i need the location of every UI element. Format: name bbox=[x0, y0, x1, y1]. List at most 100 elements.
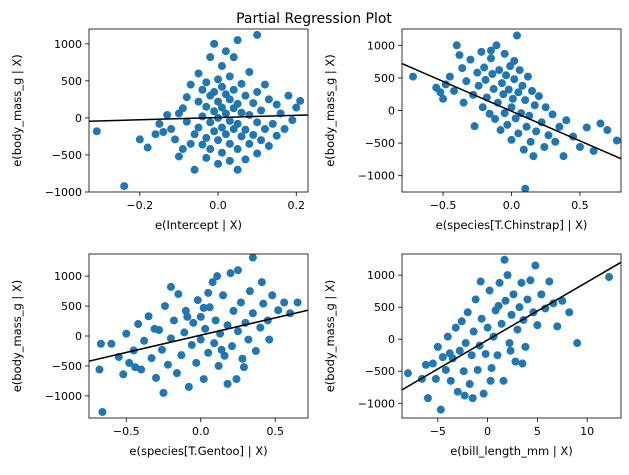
scatter-point bbox=[522, 122, 531, 131]
scatter-point bbox=[256, 323, 265, 332]
scatter-point bbox=[515, 303, 524, 312]
scatter-point bbox=[150, 324, 159, 333]
scatter-point bbox=[605, 273, 614, 282]
scatter-points bbox=[95, 254, 302, 417]
scatter-point bbox=[499, 376, 508, 385]
scatter-point bbox=[194, 97, 203, 106]
scatter-point bbox=[245, 287, 254, 296]
scatter-point bbox=[548, 110, 557, 119]
scatter-point bbox=[510, 75, 519, 84]
y-tick-label: 500 bbox=[374, 72, 395, 85]
scatter-point bbox=[518, 81, 527, 90]
regression-line bbox=[402, 261, 621, 391]
scatter-point bbox=[163, 360, 172, 369]
scatter-point bbox=[225, 156, 234, 165]
regression-line bbox=[402, 62, 621, 160]
scatter-point bbox=[244, 335, 253, 344]
scatter-point bbox=[288, 116, 297, 125]
y-axis-label: e(body_mass_g | X) bbox=[10, 54, 24, 167]
scatter-point bbox=[172, 369, 181, 378]
scatter-point bbox=[241, 91, 250, 100]
scatter-point bbox=[190, 165, 199, 174]
scatter-point bbox=[500, 109, 509, 118]
scatter-point bbox=[436, 405, 445, 414]
scatter-point bbox=[147, 354, 156, 363]
scatter-point bbox=[460, 391, 469, 400]
y-tick-label: 0 bbox=[75, 112, 82, 125]
scatter-point bbox=[194, 69, 203, 78]
scatter-point bbox=[493, 351, 502, 360]
scatter-point bbox=[531, 261, 540, 270]
y-tick-label: 0 bbox=[75, 330, 82, 343]
scatter-point bbox=[439, 94, 448, 103]
scatter-point bbox=[408, 72, 417, 81]
scatter-point bbox=[158, 345, 166, 354]
scatter-point bbox=[140, 336, 149, 345]
scatter-point bbox=[521, 342, 530, 351]
scatter-point bbox=[144, 312, 153, 321]
scatter-point bbox=[293, 298, 302, 307]
scatter-point bbox=[223, 321, 232, 330]
scatter-point bbox=[122, 329, 131, 338]
scatter-point bbox=[474, 81, 483, 90]
scatter-point bbox=[553, 322, 562, 331]
y-tick-label: 500 bbox=[61, 75, 82, 88]
scatter-point bbox=[476, 277, 485, 286]
scatter-point bbox=[497, 319, 506, 328]
scatter-point bbox=[489, 84, 498, 93]
scatter-point bbox=[233, 36, 242, 45]
scatter-point bbox=[541, 304, 550, 313]
scatter-point bbox=[214, 159, 223, 168]
scatter-point bbox=[292, 103, 301, 112]
scatter-point bbox=[253, 87, 262, 96]
scatter-point bbox=[500, 255, 509, 264]
scatter-point bbox=[237, 132, 246, 141]
scatter-point bbox=[532, 127, 541, 136]
scatter-point bbox=[488, 69, 497, 78]
scatter-point bbox=[228, 342, 237, 351]
scatter-point bbox=[201, 324, 210, 333]
scatter-point bbox=[541, 103, 550, 112]
scatter-point bbox=[533, 321, 542, 330]
scatter-point bbox=[596, 119, 605, 128]
y-tick-label: 0 bbox=[388, 333, 395, 346]
scatter-point bbox=[510, 56, 519, 65]
scatter-point bbox=[486, 54, 495, 63]
scatter-point bbox=[184, 382, 193, 391]
scatter-point bbox=[245, 67, 254, 76]
scatter-point bbox=[257, 136, 266, 145]
scatter-point bbox=[486, 46, 495, 55]
scatter-point bbox=[134, 320, 143, 329]
scatter-point bbox=[505, 339, 514, 348]
scatter-point bbox=[211, 316, 220, 325]
scatter-point bbox=[483, 323, 492, 332]
scatter-point bbox=[202, 78, 211, 87]
scatter-point bbox=[210, 127, 219, 136]
scatter-point bbox=[241, 125, 250, 134]
scatter-point bbox=[555, 122, 564, 131]
scatter-point bbox=[237, 79, 246, 88]
scatter-point bbox=[253, 118, 262, 127]
scatter-point bbox=[220, 351, 229, 360]
scatter-point bbox=[206, 145, 215, 154]
scatter-point bbox=[268, 291, 277, 300]
scatter-point bbox=[163, 110, 172, 119]
x-tick-label: 0.0 bbox=[192, 425, 210, 438]
scatter-point bbox=[189, 318, 198, 327]
scatter-point bbox=[248, 254, 257, 262]
scatter-point bbox=[190, 130, 199, 139]
scatter-point bbox=[540, 143, 549, 152]
scatter-point bbox=[433, 342, 442, 351]
scatter-point bbox=[95, 365, 104, 374]
scatter-point bbox=[487, 364, 496, 373]
y-tick-label: 500 bbox=[61, 300, 82, 313]
scatter-point bbox=[423, 394, 432, 403]
x-tick-label: 5 bbox=[534, 425, 541, 438]
scatter-point bbox=[260, 125, 269, 134]
scatter-point bbox=[239, 363, 248, 372]
x-tick-label: −0.2 bbox=[126, 199, 153, 212]
scatter-point bbox=[204, 348, 213, 357]
scatter-point bbox=[120, 182, 129, 191]
y-tick-label: −1000 bbox=[358, 397, 395, 410]
scatter-point bbox=[455, 51, 464, 60]
